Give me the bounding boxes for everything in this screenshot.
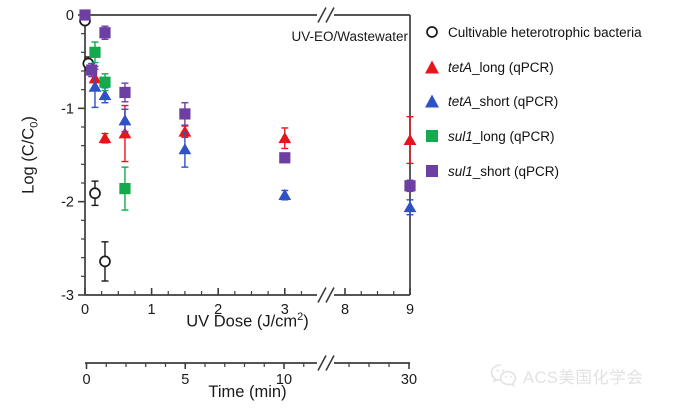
series-tetA-long-qPCR	[88, 68, 417, 165]
svg-text:3: 3	[281, 302, 289, 318]
x-axis-ticks: 0 1 2 3 8 9	[81, 288, 414, 318]
legend-item-cultivable-bacteria: Cultivable heterotrophic bacteria	[424, 22, 642, 42]
svg-text:0: 0	[82, 372, 90, 388]
svg-text:0: 0	[81, 302, 89, 318]
legend-item-sul1-long: sul1_long (qPCR)	[424, 126, 555, 146]
series-tetA-short-qPCR	[88, 65, 417, 216]
red-triangle-icon	[425, 60, 439, 74]
legend-label: tetA_short (qPCR)	[448, 93, 559, 109]
legend-label: Cultivable heterotrophic bacteria	[448, 24, 642, 40]
legend-label: sul1_long (qPCR)	[448, 128, 555, 144]
time-axis: 0 5 10 30	[82, 355, 417, 388]
x-axis-title: UV Dose (J/cm2)	[186, 311, 309, 331]
watermark-text: ACS美国化学会	[523, 369, 644, 387]
legend-item-tetA-short: tetA_short (qPCR)	[424, 91, 558, 111]
legend-label: sul1_short (qPCR)	[448, 163, 560, 179]
legend-item-sul1-short: sul1_short (qPCR)	[424, 161, 559, 181]
svg-text:0: 0	[66, 8, 74, 24]
svg-text:-2: -2	[61, 195, 74, 211]
green-square-icon	[426, 130, 438, 142]
blue-triangle-icon	[425, 94, 439, 108]
svg-text:2: 2	[214, 302, 222, 318]
svg-text:30: 30	[401, 372, 417, 388]
svg-text:10: 10	[276, 372, 292, 388]
open-circle-icon	[426, 26, 438, 38]
svg-text:-1: -1	[61, 101, 74, 117]
data-series-layer	[79, 9, 417, 282]
watermark: ACS美国化学会	[489, 362, 643, 390]
y-axis-ticks: 0 -1 -2 -3	[61, 8, 85, 304]
svg-text:1: 1	[148, 302, 156, 318]
svg-text:9: 9	[406, 302, 414, 318]
legend-item-tetA-long: tetA_long (qPCR)	[424, 57, 554, 77]
wechat-icon	[490, 364, 517, 388]
series-sul1-long-qPCR	[89, 41, 131, 211]
series-sul1-short-qPCR	[79, 9, 416, 193]
y-axis-title: Log (C/C0)	[19, 116, 41, 194]
svg-text:-3: -3	[61, 288, 74, 304]
plot-frame	[84, 7, 411, 303]
legend: Cultivable heterotrophic bacteria tetA_l…	[424, 0, 686, 200]
legend-label: tetA_long (qPCR)	[448, 59, 554, 75]
svg-text:8: 8	[341, 302, 349, 318]
plot-annotation: UV-EO/Wastewater	[291, 29, 408, 44]
purple-square-icon	[426, 165, 438, 177]
time-axis-title: Time (min)	[208, 383, 287, 401]
svg-text:5: 5	[181, 372, 189, 388]
